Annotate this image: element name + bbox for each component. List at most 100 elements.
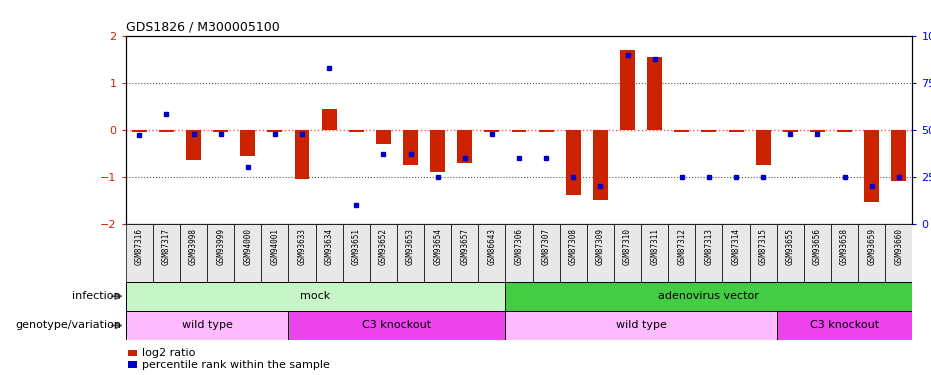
Bar xyxy=(370,224,397,282)
Bar xyxy=(533,224,560,282)
Text: GSM93658: GSM93658 xyxy=(840,228,849,265)
Text: GSM87311: GSM87311 xyxy=(650,228,659,265)
Bar xyxy=(126,224,153,282)
Bar xyxy=(397,224,425,282)
Bar xyxy=(376,130,391,144)
Bar xyxy=(831,224,858,282)
Bar xyxy=(235,224,262,282)
Text: GSM93657: GSM93657 xyxy=(460,228,469,265)
Text: GSM87316: GSM87316 xyxy=(135,228,143,265)
Text: C3 knockout: C3 knockout xyxy=(810,321,879,330)
Bar xyxy=(180,224,207,282)
Bar xyxy=(349,130,364,132)
Bar xyxy=(776,311,912,340)
Bar xyxy=(289,311,506,340)
Bar xyxy=(267,130,282,132)
Text: GSM93659: GSM93659 xyxy=(867,228,876,265)
Text: GSM93660: GSM93660 xyxy=(895,228,903,265)
Text: GSM87312: GSM87312 xyxy=(677,228,686,265)
Bar xyxy=(457,130,472,163)
Text: GSM93655: GSM93655 xyxy=(786,228,795,265)
Text: GSM93998: GSM93998 xyxy=(189,228,198,265)
Bar xyxy=(891,130,906,182)
Bar xyxy=(810,130,825,132)
Bar xyxy=(641,224,668,282)
Bar xyxy=(506,282,912,311)
Text: genotype/variation: genotype/variation xyxy=(15,321,121,330)
Text: wild type: wild type xyxy=(615,321,667,330)
Bar xyxy=(240,130,255,156)
Bar xyxy=(262,224,289,282)
Bar xyxy=(803,224,831,282)
Bar xyxy=(858,224,885,282)
Bar xyxy=(837,130,852,132)
Bar xyxy=(132,130,147,132)
Text: GSM87309: GSM87309 xyxy=(596,228,605,265)
Bar xyxy=(207,224,235,282)
Bar xyxy=(722,224,749,282)
Bar xyxy=(783,130,798,132)
Bar xyxy=(506,311,776,340)
Bar xyxy=(430,130,445,172)
Text: GSM87308: GSM87308 xyxy=(569,228,578,265)
Bar xyxy=(484,130,499,132)
Text: percentile rank within the sample: percentile rank within the sample xyxy=(142,360,331,369)
Text: adenovirus vector: adenovirus vector xyxy=(658,291,760,301)
Text: wild type: wild type xyxy=(182,321,233,330)
Bar xyxy=(126,282,506,311)
Text: GSM93653: GSM93653 xyxy=(406,228,415,265)
Text: GSM87315: GSM87315 xyxy=(759,228,768,265)
Text: GSM86643: GSM86643 xyxy=(488,228,496,265)
Bar xyxy=(749,224,776,282)
Text: GSM93656: GSM93656 xyxy=(813,228,822,265)
Bar xyxy=(701,130,716,132)
Bar xyxy=(593,130,608,200)
Text: GSM87306: GSM87306 xyxy=(515,228,523,265)
Bar xyxy=(668,224,695,282)
Bar xyxy=(159,130,174,132)
Text: C3 knockout: C3 knockout xyxy=(362,321,432,330)
Bar xyxy=(674,130,689,132)
Text: mock: mock xyxy=(301,291,331,301)
Text: GSM87314: GSM87314 xyxy=(732,228,740,265)
Bar xyxy=(479,224,506,282)
Text: infection: infection xyxy=(73,291,121,301)
Bar xyxy=(539,130,554,132)
Bar xyxy=(186,130,201,160)
Bar xyxy=(729,130,744,132)
Bar xyxy=(213,130,228,132)
Bar xyxy=(425,224,452,282)
Bar xyxy=(506,224,533,282)
Bar xyxy=(864,130,879,203)
Text: GSM87313: GSM87313 xyxy=(705,228,713,265)
Text: GSM94001: GSM94001 xyxy=(270,228,279,265)
Text: GSM93654: GSM93654 xyxy=(433,228,442,265)
Bar xyxy=(695,224,722,282)
Bar xyxy=(322,109,337,130)
Bar xyxy=(403,130,418,165)
Text: GSM93999: GSM93999 xyxy=(216,228,225,265)
Text: GSM93634: GSM93634 xyxy=(325,228,333,265)
Bar xyxy=(126,311,289,340)
Bar xyxy=(566,130,581,195)
Bar xyxy=(452,224,479,282)
Bar xyxy=(316,224,343,282)
Bar xyxy=(587,224,614,282)
Bar xyxy=(885,224,912,282)
Text: GSM93652: GSM93652 xyxy=(379,228,388,265)
Bar xyxy=(511,130,527,132)
Bar xyxy=(614,224,641,282)
Bar xyxy=(776,224,803,282)
Text: GSM87307: GSM87307 xyxy=(542,228,550,265)
Bar xyxy=(560,224,587,282)
Text: GSM87317: GSM87317 xyxy=(162,228,171,265)
Text: GSM94000: GSM94000 xyxy=(243,228,252,265)
Bar xyxy=(343,224,370,282)
Bar xyxy=(620,50,635,130)
Bar xyxy=(756,130,771,165)
Bar xyxy=(153,224,180,282)
Text: GSM87310: GSM87310 xyxy=(623,228,632,265)
Text: GDS1826 / M300005100: GDS1826 / M300005100 xyxy=(126,21,279,33)
Text: log2 ratio: log2 ratio xyxy=(142,348,196,358)
Bar xyxy=(647,57,662,130)
